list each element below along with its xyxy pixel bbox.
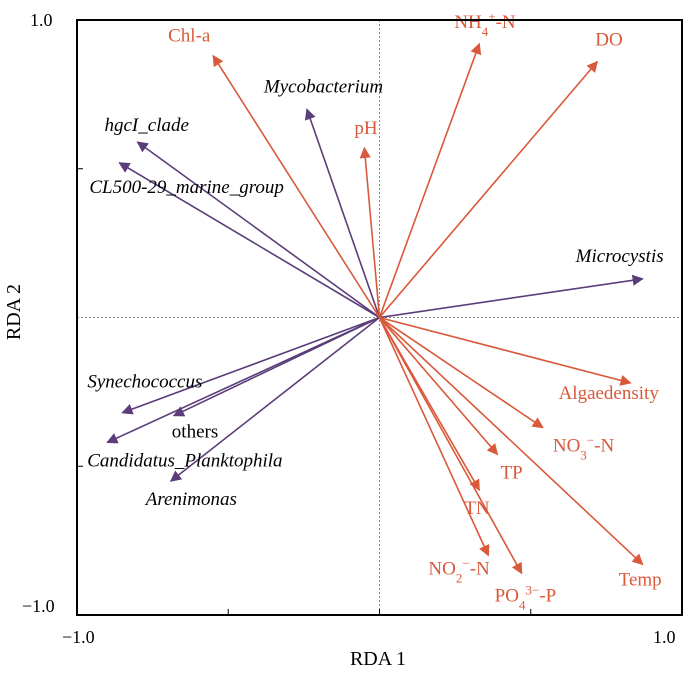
env-label-nh4-n: NH4+-N [454, 8, 516, 38]
env-label-chl-a: Chl-a [168, 26, 211, 47]
environment-vectors [212, 42, 644, 575]
species-arrow-cl500-29-marine-group [118, 162, 380, 319]
species-label-candidatus-planktophila: Candidatus_Planktophila [87, 450, 282, 471]
env-label-tp: TP [500, 462, 522, 483]
x-tick-left-label: −1.0 [62, 627, 95, 647]
env-arrow-no2-n [378, 317, 490, 557]
env-label-no2-n: NO2−-N [428, 555, 490, 585]
species-arrow-microcystis [379, 274, 644, 319]
env-arrow-do [378, 60, 599, 319]
plot-frame [76, 19, 683, 616]
species-label-hgci-clade: hgcI_clade [105, 115, 189, 136]
y-tick-top-label: 1.0 [30, 10, 53, 30]
env-label-temp: Temp [619, 569, 662, 590]
species-label-others: others [172, 422, 218, 443]
env-arrow-po43-p [378, 317, 523, 575]
y-tick-bottom-label: −1.0 [22, 596, 55, 616]
species-arrow-synechococcus [121, 316, 380, 415]
env-arrow-temp [378, 316, 644, 566]
species-label-cl500-29-marine-group: CL500-29_marine_group [89, 177, 284, 198]
env-arrow-no3-n [379, 316, 544, 429]
species-label-arenimonas: Arenimonas [144, 489, 237, 510]
species-arrow-arenimonas [169, 316, 380, 482]
env-arrow-ph [359, 146, 381, 318]
species-vectors [106, 108, 644, 482]
env-label-po43-p: PO43−-P [495, 582, 557, 612]
x-tick-right-label: 1.0 [653, 627, 676, 647]
species-label-mycobacterium: Mycobacterium [263, 76, 383, 97]
species-arrow-mycobacterium [304, 108, 381, 318]
vector-labels: Chl-a NH4+-N DO pH Algaedensity NO3−-N TP TN NO2… [87, 8, 663, 612]
env-label-algaedensity: Algaedensity [559, 383, 660, 404]
species-label-microcystis: Microcystis [575, 246, 664, 267]
x-axis-title: RDA 1 [350, 648, 406, 670]
env-label-tn: TN [464, 498, 490, 519]
env-arrow-chl-a [212, 54, 381, 318]
env-arrow-algaedensity [379, 316, 632, 386]
env-arrow-tp [378, 316, 499, 456]
env-label-no3-n: NO3−-N [553, 432, 615, 462]
env-arrow-nh4-n [378, 42, 482, 318]
species-arrow-candidatus-planktophila [106, 316, 380, 444]
species-arrow-hgci-clade [136, 141, 380, 319]
env-label-do: DO [595, 30, 622, 51]
y-axis-title: RDA 2 [3, 284, 25, 340]
env-label-ph: pH [354, 118, 378, 139]
species-label-synechococcus: Synechococcus [87, 372, 202, 393]
